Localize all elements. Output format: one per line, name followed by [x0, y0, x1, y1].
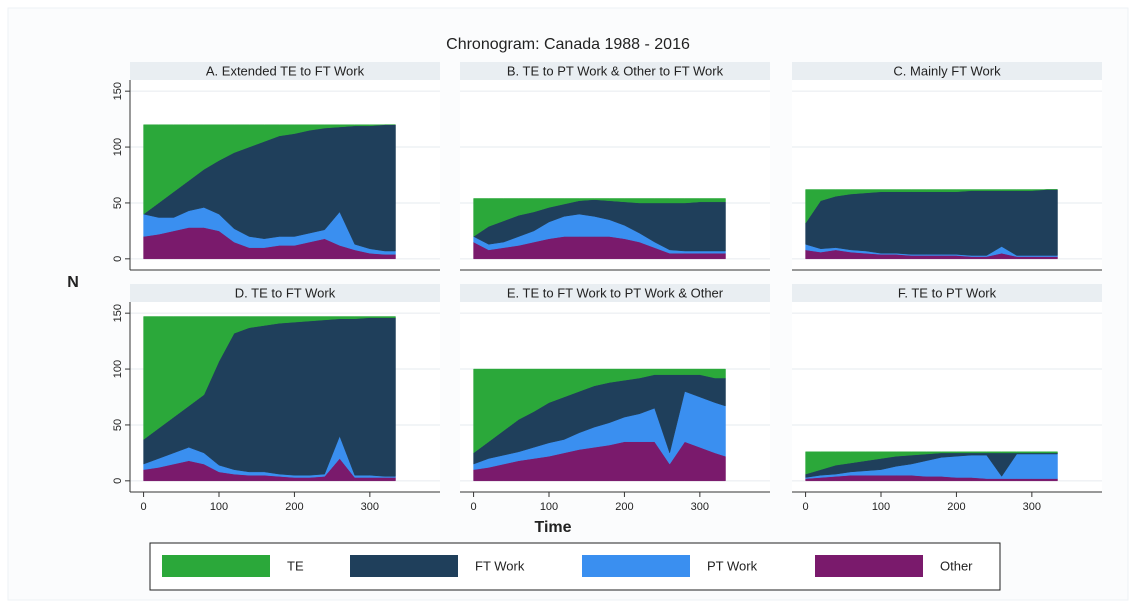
x-tick-label: 0 — [141, 501, 147, 513]
x-tick-label: 0 — [471, 501, 477, 513]
chart-title: Chronogram: Canada 1988 - 2016 — [446, 36, 690, 53]
panel-title: C. Mainly FT Work — [893, 63, 1001, 78]
legend-label: Other — [940, 558, 973, 573]
panel-header — [792, 62, 1102, 80]
legend-label: PT Work — [707, 558, 758, 573]
y-axis-label: N — [67, 274, 79, 291]
x-tick-label: 300 — [1023, 501, 1041, 513]
area: TE — [473, 198, 726, 237]
area: TE — [805, 451, 1058, 475]
x-tick-label: 0 — [803, 501, 809, 513]
x-axis-label: Time — [534, 519, 571, 536]
legend-swatch — [162, 555, 270, 577]
y-tick-label: 50 — [112, 419, 124, 431]
panel-title: A. Extended TE to FT Work — [206, 63, 365, 78]
panel-title: E. TE to FT Work to PT Work & Other — [507, 285, 724, 300]
y-tick-label: 150 — [112, 304, 124, 322]
area: TE — [143, 124, 396, 215]
legend-swatch — [350, 555, 458, 577]
area: TE — [805, 189, 1058, 224]
panel-header — [130, 62, 440, 80]
legend-label: TE — [287, 558, 304, 573]
y-tick-label: 100 — [112, 138, 124, 156]
x-tick-label: 200 — [285, 501, 303, 513]
y-tick-label: 0 — [112, 256, 124, 262]
area: FT Work — [805, 189, 1058, 256]
y-tick-label: 50 — [112, 197, 124, 209]
x-tick-label: 300 — [361, 501, 379, 513]
legend-label: FT Work — [475, 558, 525, 573]
legend-swatch — [815, 555, 923, 577]
area: TE — [143, 316, 396, 440]
y-tick-label: 0 — [112, 478, 124, 484]
x-tick-label: 200 — [947, 501, 965, 513]
x-tick-label: 300 — [691, 501, 709, 513]
panel-header — [130, 284, 440, 302]
y-tick-label: 100 — [112, 360, 124, 378]
panel-header — [792, 284, 1102, 302]
panel-header — [460, 284, 770, 302]
panel-header — [460, 62, 770, 80]
x-tick-label: 100 — [872, 501, 890, 513]
y-tick-label: 150 — [112, 82, 124, 100]
legend-swatch — [582, 555, 690, 577]
panel-title: F. TE to PT Work — [898, 285, 997, 300]
area: TE — [473, 368, 726, 454]
x-tick-label: 100 — [540, 501, 558, 513]
panel-title: B. TE to PT Work & Other to FT Work — [507, 63, 724, 78]
x-tick-label: 200 — [615, 501, 633, 513]
x-tick-label: 100 — [210, 501, 228, 513]
panel-title: D. TE to FT Work — [235, 285, 336, 300]
